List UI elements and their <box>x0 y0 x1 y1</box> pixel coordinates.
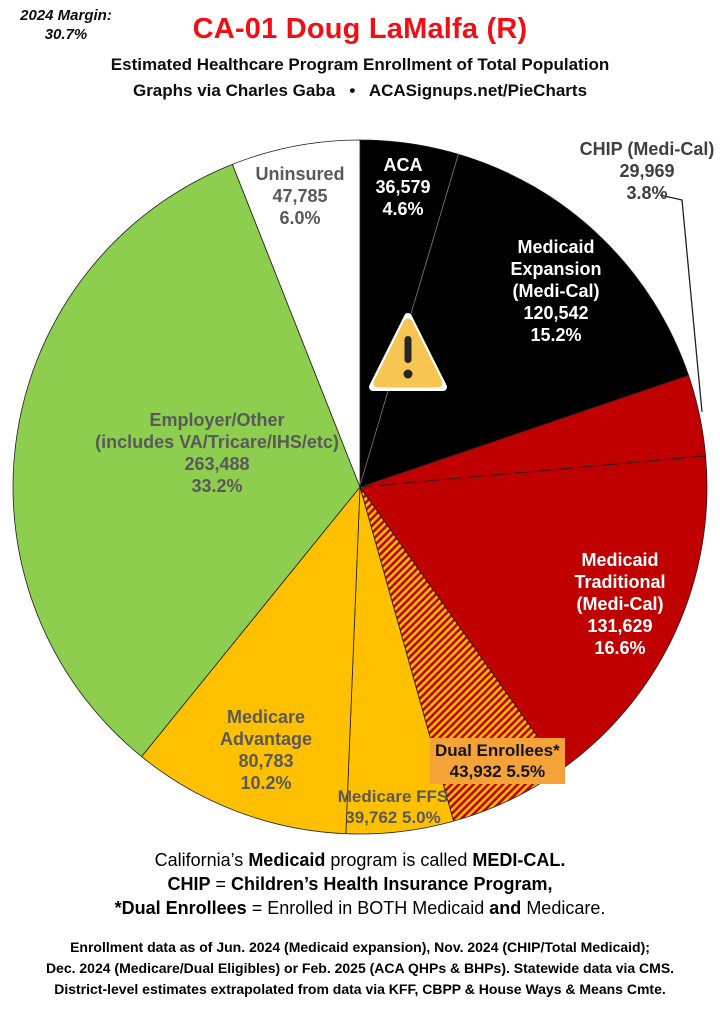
pie-overlay <box>369 194 703 413</box>
slice-label-employer-other: Employer/Other (includes VA/Tricare/IHS/… <box>95 410 339 496</box>
chip-leader-line <box>659 194 703 413</box>
note-line-1: California’s Medicaid program is called … <box>0 848 720 872</box>
note-text-bold: *Dual Enrollees <box>114 898 247 918</box>
note-text: program is called <box>325 850 473 870</box>
note-text-bold: and <box>489 898 522 918</box>
slice-label-aca: ACA 36,579 4.6% <box>375 155 431 219</box>
notes-block: California’s Medicaid program is called … <box>0 848 720 920</box>
note-text-bold: MEDI-CAL. <box>472 850 566 870</box>
slice-label-dual-enrollees: Dual Enrollees* 43,932 5.5% <box>430 738 565 784</box>
warning-triangle-icon <box>369 313 447 391</box>
slice-label-medicaid-expansion: Medicaid Expansion (Medi-Cal) 120,542 15… <box>510 237 602 345</box>
pie-slice-employer-other <box>12 163 361 757</box>
note-text: = Enrolled in BOTH Medicaid <box>246 898 490 918</box>
note-text: Medicare. <box>521 898 606 918</box>
footer-line-2: Dec. 2024 (Medicare/Dual Eligibles) or F… <box>45 960 675 976</box>
warning-exclamation-dot <box>403 369 413 379</box>
margin-label: 2024 Margin: <box>20 7 112 24</box>
slice-label-chip: CHIP (Medi-Cal) 29,969 3.8% <box>579 139 715 203</box>
chart-subtitle: Estimated Healthcare Program Enrollment … <box>110 55 610 74</box>
margin-note: 2024 Margin: 30.7% <box>4 6 128 44</box>
slice-label-medicare-ffs: Medicare FFS 39,762 5.0% <box>337 787 449 827</box>
page-title: CA-01 Doug LaMalfa (R) <box>192 13 528 45</box>
footer-line-1: Enrollment data as of Jun. 2024 (Medicai… <box>70 939 650 955</box>
margin-value: 30.7% <box>44 26 88 43</box>
footer-block: Enrollment data as of Jun. 2024 (Medicai… <box>0 937 720 1000</box>
pie-chart <box>12 139 708 835</box>
note-text: = <box>210 874 232 894</box>
pie-slice-uninsured <box>231 139 361 488</box>
pie-slice-medicare-advantage <box>141 486 361 835</box>
pie-slices <box>12 139 708 835</box>
slice-label-medicare-advantage: Medicare Advantage 80,783 10.2% <box>219 707 313 793</box>
pie-slice-medicaid-expansion <box>359 153 689 488</box>
note-text-bold: Children’s Health Insurance Program, <box>231 874 553 894</box>
warning-exclamation-bar <box>404 336 412 363</box>
byline: Graphs via Charles Gaba • ACASignups.net… <box>132 81 588 100</box>
footer-line-3: District-level estimates extrapolated fr… <box>54 981 666 997</box>
note-line-3: *Dual Enrollees = Enrolled in BOTH Medic… <box>0 896 720 920</box>
slice-label-uninsured: Uninsured 47,785 6.0% <box>255 164 345 228</box>
note-text: California’s <box>154 850 249 870</box>
pie-slice-medicaid-traditional <box>359 455 708 771</box>
note-line-2: CHIP = Children’s Health Insurance Progr… <box>0 872 720 896</box>
slice-label-medicaid-traditional: Medicaid Traditional (Medi-Cal) 131,629 … <box>574 550 666 658</box>
note-text-bold: Medicaid <box>248 850 326 870</box>
note-text-bold: CHIP <box>167 874 211 894</box>
